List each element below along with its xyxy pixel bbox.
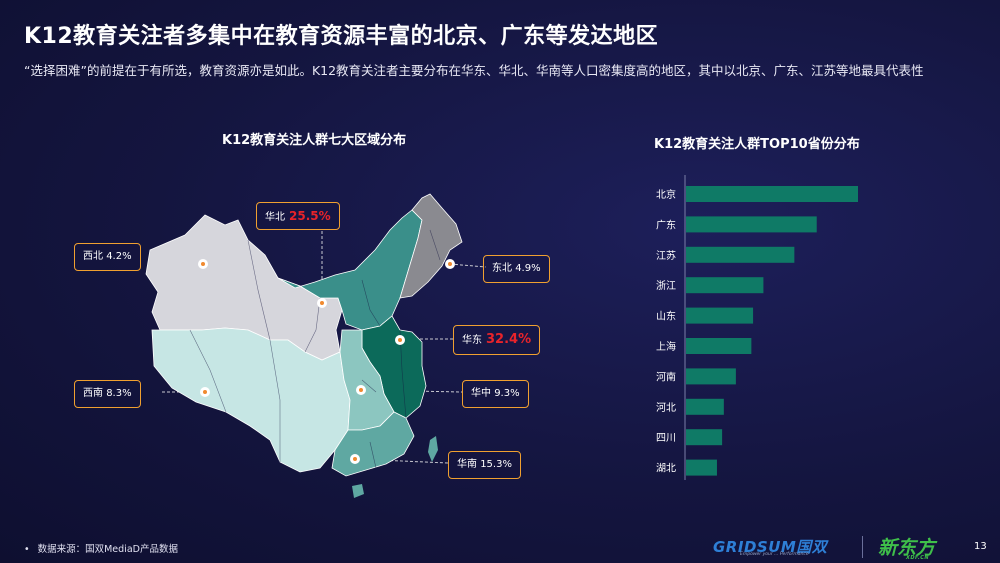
label-dongbei-name: 东北 <box>492 263 512 274</box>
island-hainan <box>352 484 364 498</box>
label-huadong: 华东 32.4% <box>453 325 541 355</box>
label-huazhong-value: 9.3% <box>494 388 520 399</box>
bar-0 <box>686 186 858 202</box>
bar-label-0: 北京 <box>656 188 676 201</box>
map-markers <box>198 259 455 464</box>
label-huanan-name: 华南 <box>457 459 477 470</box>
bar-5 <box>686 338 752 354</box>
footer-source: • 数据来源：国双MediaD产品数据 <box>24 541 178 555</box>
gridsum-logo-tagline: Empower your ... Performance <box>740 552 809 557</box>
marker-dongbei-icon <box>445 259 455 269</box>
xdf-logo-text: 新东方 <box>878 537 936 559</box>
label-huanan: 华南 15.3% <box>448 451 521 479</box>
footer-source-text: 数据来源：国双MediaD产品数据 <box>37 544 178 555</box>
bar-label-5: 上海 <box>656 340 676 353</box>
bar-label-6: 河南 <box>656 370 676 383</box>
label-xibei: 西北 4.2% <box>74 243 141 271</box>
marker-huanan-icon <box>350 454 360 464</box>
label-huazhong: 华中 9.3% <box>462 380 529 408</box>
page-title: K12教育关注者多集中在教育资源丰富的北京、广东等发达地区 <box>24 24 659 49</box>
xdf-logo: 新东方 XDF.CN <box>878 533 936 561</box>
bar-label-2: 江苏 <box>656 249 676 262</box>
gridsum-logo: GRIDSUM国双 Empower your ... Performance <box>713 536 827 557</box>
logo-divider <box>862 536 863 558</box>
label-dongbei-value: 4.9% <box>515 263 541 274</box>
bar-label-4: 山东 <box>656 310 676 323</box>
marker-xinan-icon <box>200 387 210 397</box>
leader-line-dongbei <box>449 263 487 268</box>
bar-label-3: 浙江 <box>656 280 676 292</box>
footer-bullet: • <box>24 544 30 555</box>
label-dongbei: 东北 4.9% <box>483 255 550 283</box>
page-number: 13 <box>974 541 987 552</box>
bar-label-1: 广东 <box>656 218 676 231</box>
bar-7 <box>686 398 724 415</box>
label-huazhong-name: 华中 <box>471 388 491 399</box>
marker-huabei-icon <box>317 298 327 308</box>
bar-label-9: 湖北 <box>656 463 676 475</box>
label-xinan: 西南 8.3% <box>74 380 141 408</box>
label-huadong-name: 华东 <box>462 335 482 346</box>
gridsum-logo-text: GRIDSUM国双 <box>713 538 828 556</box>
bar-2 <box>686 246 795 263</box>
region-dongbei <box>399 193 463 299</box>
label-xibei-value: 4.2% <box>106 251 132 262</box>
marker-huazhong-icon <box>356 385 366 395</box>
label-huanan-value: 15.3% <box>480 459 512 470</box>
map-chart-title: K12教育关注人群七大区域分布 <box>222 133 407 148</box>
china-region-map <box>145 193 463 498</box>
bar-label-7: 河北 <box>656 402 676 414</box>
bar-8 <box>686 429 723 446</box>
bar-label-8: 四川 <box>656 433 676 444</box>
label-xinan-name: 西南 <box>83 388 103 399</box>
bar-4 <box>686 307 754 324</box>
marker-xibei-icon <box>198 259 208 269</box>
xdf-logo-tagline: XDF.CN <box>906 555 930 561</box>
label-huadong-value: 32.4% <box>486 332 532 347</box>
page-subtitle: “选择困难”的前提在于有所选，教育资源亦是如此。K12教育关注者主要分布在华东、… <box>24 63 924 78</box>
marker-huadong-icon <box>395 335 405 345</box>
bar-6 <box>686 368 736 385</box>
bar-chart-title: K12教育关注人群TOP10省份分布 <box>654 137 860 152</box>
bar-3 <box>686 277 764 294</box>
label-huabei-name: 华北 <box>265 212 285 223</box>
island-taiwan <box>428 436 438 462</box>
label-huabei-value: 25.5% <box>289 209 331 223</box>
label-xinan-value: 8.3% <box>106 388 132 399</box>
label-huabei: 华北 25.5% <box>256 202 340 230</box>
bar-9 <box>686 459 717 476</box>
bar-1 <box>686 216 817 233</box>
label-xibei-name: 西北 <box>83 251 103 262</box>
